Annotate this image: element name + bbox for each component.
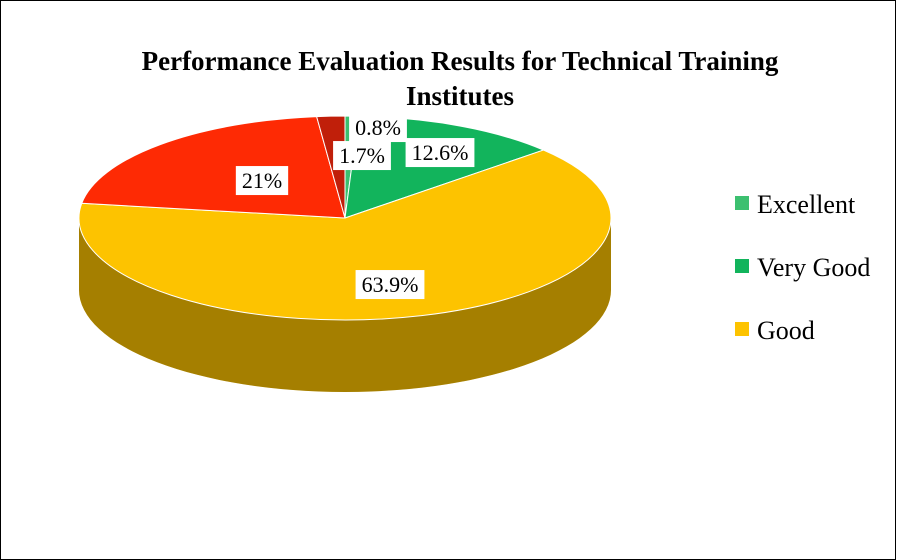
data-label: 12.6% bbox=[412, 140, 469, 165]
data-label-box bbox=[355, 270, 425, 300]
legend-swatch bbox=[735, 322, 749, 336]
data-label: 21% bbox=[242, 168, 282, 193]
data-label: 1.7% bbox=[339, 143, 385, 168]
legend: Excellent Very Good Good bbox=[735, 190, 885, 379]
pie-side-shade bbox=[79, 218, 611, 392]
data-label-box bbox=[333, 141, 391, 171]
data-label-box bbox=[235, 166, 289, 196]
chart: 0.8% 12.6% 63.9% 21% 1.7% bbox=[78, 113, 612, 392]
data-label-box bbox=[405, 138, 475, 168]
chart-title: Performance Evaluation Results for Techn… bbox=[141, 46, 779, 111]
legend-label: Very Good bbox=[757, 253, 871, 282]
pie-side bbox=[79, 218, 611, 392]
legend-swatch bbox=[735, 259, 749, 273]
legend-item: Excellent bbox=[735, 190, 885, 220]
pie-slice bbox=[78, 149, 612, 321]
legend-swatch bbox=[735, 196, 749, 210]
data-label-box bbox=[349, 113, 407, 143]
legend-label: Excellent bbox=[757, 190, 856, 219]
data-label: 0.8% bbox=[355, 115, 401, 140]
legend-label: Good bbox=[757, 316, 815, 345]
pie-slice bbox=[81, 116, 346, 219]
data-label: 63.9% bbox=[362, 272, 419, 297]
legend-item: Very Good bbox=[735, 253, 885, 283]
legend-item: Good bbox=[735, 316, 885, 346]
